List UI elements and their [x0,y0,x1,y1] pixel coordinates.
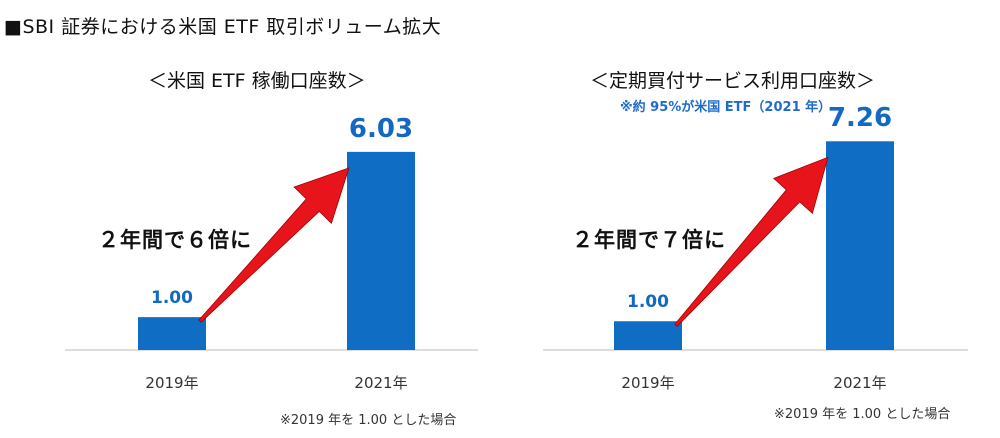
chart-1-category-label-2: 2021年 [354,374,408,392]
page-title: ■SBI 証券における米国 ETF 取引ボリューム拡大 [4,16,442,38]
chart-1-category-label-1: 2019年 [145,374,199,392]
chart-2-bar-2 [826,141,894,350]
chart-1-footnote: ※2019 年を 1.00 とした場合 [280,413,457,428]
chart-1-bar-1 [138,317,206,350]
chart-2-footnote: ※2019 年を 1.00 とした場合 [774,407,951,422]
chart-1-value-label-2: 6.03 [348,113,414,144]
chart-2-growth-arrow [674,156,829,327]
chart-2-value-label-2: 7.26 [827,103,893,134]
chart-2-category-label-1: 2019年 [621,374,675,392]
chart-2-annotation: ２年間で７倍に [572,228,726,252]
chart-2-subtitle: ※約 95%が米国 ETF（2021 年） [620,100,832,115]
chart-1-title: ＜米国 ETF 稼働口座数＞ [148,70,366,92]
chart-1-annotation: ２年間で６倍に [98,228,252,252]
chart-1-growth-arrow [198,167,350,323]
chart-2-category-label-2: 2021年 [833,374,887,392]
chart-1-value-label-1: 1.00 [151,288,193,309]
chart-2-value-label-1: 1.00 [627,292,669,313]
chart-2-bar-1 [614,321,682,350]
chart-1-bar-2 [347,151,415,350]
chart-2-title: ＜定期買付サービス利用口座数＞ [590,70,876,92]
